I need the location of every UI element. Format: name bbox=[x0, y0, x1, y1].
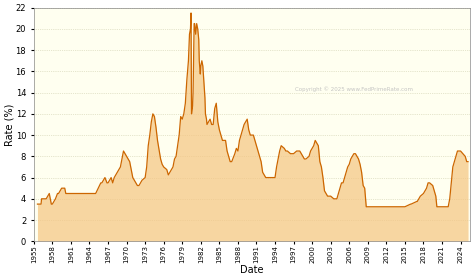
Text: Copyright © 2025 www.FedPrimeRate.com: Copyright © 2025 www.FedPrimeRate.com bbox=[295, 86, 413, 92]
X-axis label: Date: Date bbox=[240, 265, 264, 275]
Y-axis label: Rate (%): Rate (%) bbox=[4, 103, 14, 146]
